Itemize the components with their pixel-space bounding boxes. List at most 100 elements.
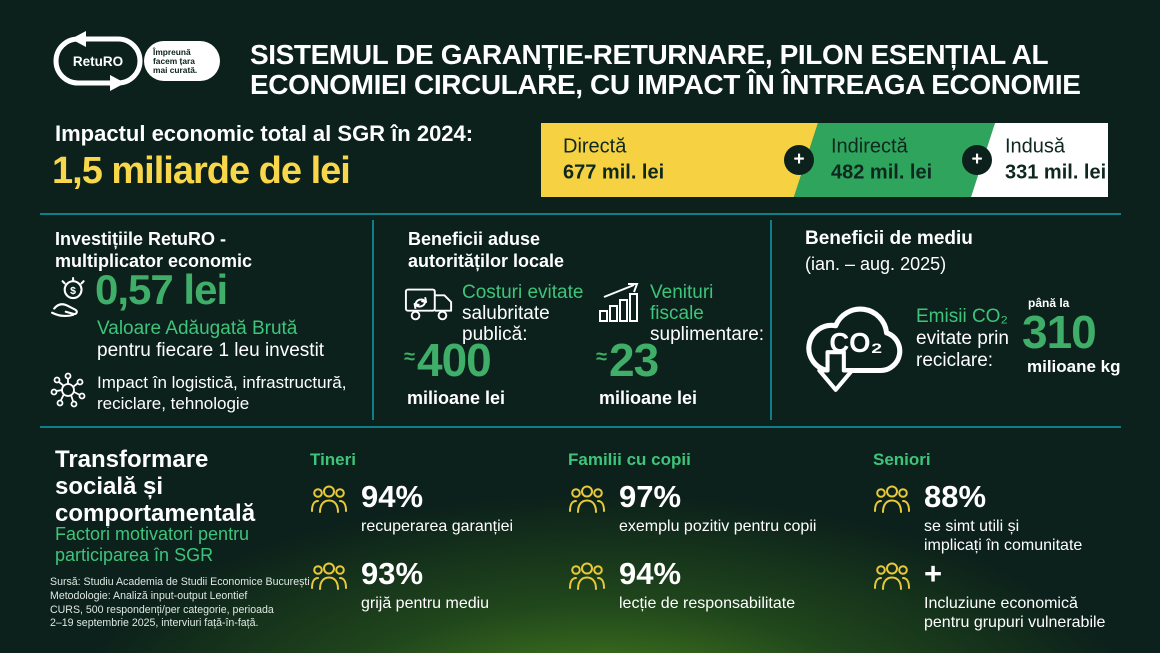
approx-symbol: ≈ <box>404 346 415 368</box>
divider-horizontal-top <box>40 213 1121 215</box>
segment-value: 677 mil. lei <box>563 161 665 184</box>
recycle-loop-arrows-icon <box>53 31 143 91</box>
fiscal-revenue-value: ≈ 23 <box>596 334 659 386</box>
stat-caption: exemplu pozitiv pentru copii <box>619 518 817 535</box>
people-group-icon <box>874 485 910 513</box>
co2-value: 310 <box>1022 306 1097 358</box>
stat-value: 94% <box>619 556 682 591</box>
stat-value: 94% <box>361 479 424 514</box>
stat-row: 97% exemplu pozitiv pentru copii <box>568 479 817 536</box>
investments-label-green: Valoare Adăugată Brută <box>97 318 298 339</box>
tagline-line2: facem țara <box>153 56 195 66</box>
source-line: Metodologie: Analiză input-output Leonti… <box>50 589 248 602</box>
stat-value: + <box>924 556 943 591</box>
divider-vertical-1 <box>372 220 374 420</box>
stat-value: 97% <box>619 479 682 514</box>
garbage-truck-icon <box>404 283 454 323</box>
people-group-icon <box>874 562 910 590</box>
co2-cloud-arrow-icon: CO₂ <box>797 286 909 398</box>
segment-value: 482 mil. lei <box>831 161 933 184</box>
source-note: Sursă: Studiu Academia de Studii Economi… <box>50 576 310 631</box>
segment-value: 331 mil. lei <box>1005 161 1107 184</box>
co2-label-green: Emisii CO₂ <box>916 306 1008 327</box>
investments-title: Investițiile RetuRO - multiplicator econ… <box>55 229 253 271</box>
tagline-pill <box>144 41 220 81</box>
segment-directa <box>541 123 818 197</box>
people-group-icon <box>569 562 605 590</box>
stat-value: 88% <box>924 479 987 514</box>
source-line: Sursă: Studiu Academia de Studii Economi… <box>50 576 310 588</box>
hand-coin-icon: $ <box>50 276 92 318</box>
segment-indirecta-text: Indirectă 482 mil. lei <box>831 136 932 185</box>
fiscal-revenue-label-green: Venituri fiscale <box>650 282 714 324</box>
impact-total-value: 1,5 miliarde de lei <box>52 150 351 192</box>
investments-label-white: pentru fiecare 1 leu investit <box>97 340 325 361</box>
tagline-line3: mai curată. <box>153 65 197 75</box>
stat-row: 94% lecție de responsabilitate <box>568 556 796 613</box>
stat-caption: se simt utili și implicați în comunitate <box>924 518 1083 554</box>
page-title-line2: ECONOMIEI CIRCULARE, CU IMPACT ÎN ÎNTREA… <box>250 69 1081 100</box>
plus-icon: + <box>784 145 814 175</box>
costs-avoided-label-green: Costuri evitate <box>462 282 584 303</box>
value-digits: 400 <box>416 334 492 386</box>
group-seniori: Seniori 88% se simt utili și implicați î… <box>873 450 1143 631</box>
group-name: Seniori <box>873 450 931 469</box>
impact-label: Impactul economic total al SGR în 2024: <box>55 121 474 146</box>
co2-label: Emisii CO₂ evitate prin reciclare: <box>916 306 1009 372</box>
stat-row: 93% grijă pentru mediu <box>310 558 489 613</box>
segment-directa-text: Directă 677 mil. lei <box>563 136 664 185</box>
segment-name: Indusă <box>1005 135 1066 158</box>
stat-row: + Incluziune economică pentru grupuri vu… <box>873 556 1106 632</box>
social-title: Transformare socială și comportamentală <box>55 446 256 527</box>
approx-symbol: ≈ <box>596 346 607 368</box>
costs-avoided-value: ≈ 400 <box>404 334 492 386</box>
fiscal-revenue-unit: milioane lei <box>599 388 698 408</box>
stat-row: 94% recuperarea garanției <box>310 479 514 536</box>
co2-label-white: evitate prin reciclare: <box>916 328 1009 371</box>
group-name: Tineri <box>310 450 356 469</box>
segment-name: Indirectă <box>831 135 908 158</box>
group-tineri: Tineri 94% recuperarea garanției 93% gri… <box>310 450 560 612</box>
tagline-line1: Împreună <box>152 46 191 57</box>
divider-horizontal-bottom <box>40 426 1121 428</box>
value-digits: 23 <box>608 334 659 386</box>
network-icon <box>50 372 86 408</box>
svg-text:$: $ <box>70 285 76 297</box>
fiscal-revenue-label: Venituri fiscale suplimentare: <box>650 282 790 345</box>
costs-avoided-unit: milioane lei <box>407 388 506 408</box>
investments-big-value: 0,57 lei <box>95 266 228 313</box>
group-name: Familii cu copii <box>568 450 691 469</box>
impact-segmented-bar: Directă 677 mil. lei Indirectă 482 mil. … <box>541 123 1108 197</box>
page-title: SISTEMUL DE GARANȚIE-RETURNARE, PILON ES… <box>250 40 1081 100</box>
divider-vertical-2 <box>770 220 772 420</box>
people-group-icon <box>311 562 347 590</box>
segment-indusa-text: Indusă 331 mil. lei <box>1005 136 1106 185</box>
segment-indusa <box>971 123 1108 197</box>
segment-indirecta <box>794 123 995 197</box>
group-familii: Familii cu copii 97% exemplu pozitiv pen… <box>568 450 868 612</box>
segment-name: Directă <box>563 135 627 158</box>
plus-icon: + <box>962 145 992 175</box>
investments-note: Impact în logistică, infrastructură, rec… <box>97 373 347 413</box>
rising-bar-chart-icon <box>597 283 643 323</box>
co2-unit: milioane kg <box>1027 357 1121 376</box>
social-subtitle: Factori motivatori pentru participarea î… <box>55 524 250 565</box>
page-title-line1: SISTEMUL DE GARANȚIE-RETURNARE, PILON ES… <box>250 39 1049 70</box>
environment-title: Beneficii de mediu <box>805 228 973 249</box>
source-line: CURS, 500 respondenți/per categorie, per… <box>50 603 274 616</box>
brand-text: RetuRO <box>73 54 123 69</box>
environment-title-block: Beneficii de mediu (ian. – aug. 2025) <box>805 228 973 275</box>
people-group-icon <box>311 485 347 513</box>
costs-avoided-label: Costuri evitate salubritate publică: <box>462 282 612 345</box>
fiscal-revenue-label-white: suplimentare: <box>650 324 765 345</box>
people-group-icon <box>569 485 605 513</box>
costs-avoided-label-white: salubritate publică: <box>462 303 550 345</box>
stat-caption: recuperarea garanției <box>361 518 514 535</box>
upto-label: până la <box>1028 296 1070 310</box>
stat-row: 88% se simt utili și implicați în comuni… <box>873 479 1083 555</box>
environment-period: (ian. – aug. 2025) <box>805 254 947 274</box>
stat-caption: lecție de responsabilitate <box>619 595 796 612</box>
stat-caption: Incluziune economică pentru grupuri vuln… <box>924 595 1106 631</box>
